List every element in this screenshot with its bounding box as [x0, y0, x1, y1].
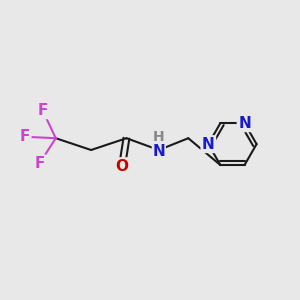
Text: H: H: [153, 130, 165, 144]
Text: F: F: [20, 129, 30, 144]
Text: N: N: [152, 144, 165, 159]
Text: F: F: [34, 156, 45, 171]
Text: N: N: [202, 136, 215, 152]
Text: O: O: [116, 159, 128, 174]
Text: N: N: [238, 116, 251, 131]
Text: F: F: [37, 103, 48, 118]
